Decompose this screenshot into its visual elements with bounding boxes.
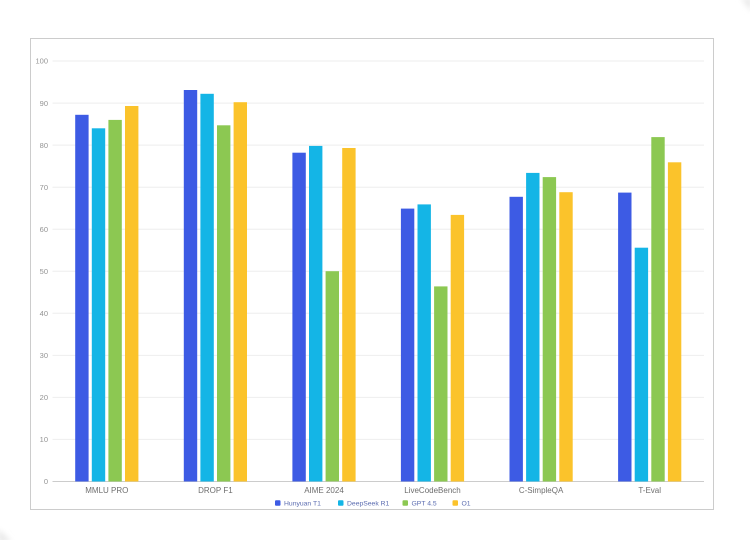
- svg-text:GPT 4.5: GPT 4.5: [412, 500, 437, 507]
- svg-text:50: 50: [40, 267, 48, 276]
- svg-text:DeepSeek R1: DeepSeek R1: [347, 500, 390, 507]
- svg-text:30: 30: [40, 351, 48, 360]
- svg-text:100: 100: [35, 57, 48, 66]
- svg-text:20: 20: [40, 393, 48, 402]
- svg-text:40: 40: [40, 309, 48, 318]
- svg-text:10: 10: [40, 435, 48, 444]
- svg-text:T-Eval: T-Eval: [638, 486, 661, 495]
- svg-text:0: 0: [44, 477, 48, 486]
- svg-text:LiveCodeBench: LiveCodeBench: [404, 486, 460, 495]
- svg-text:60: 60: [40, 225, 48, 234]
- svg-text:AIME 2024: AIME 2024: [304, 486, 344, 495]
- svg-text:O1: O1: [462, 500, 471, 507]
- svg-text:DROP F1: DROP F1: [198, 486, 233, 495]
- svg-text:90: 90: [40, 99, 48, 108]
- svg-text:MMLU PRO: MMLU PRO: [85, 486, 128, 495]
- svg-text:C-SimpleQA: C-SimpleQA: [519, 486, 564, 495]
- svg-text:Hunyuan T1: Hunyuan T1: [284, 500, 321, 507]
- svg-text:70: 70: [40, 183, 48, 192]
- svg-text:80: 80: [40, 141, 48, 150]
